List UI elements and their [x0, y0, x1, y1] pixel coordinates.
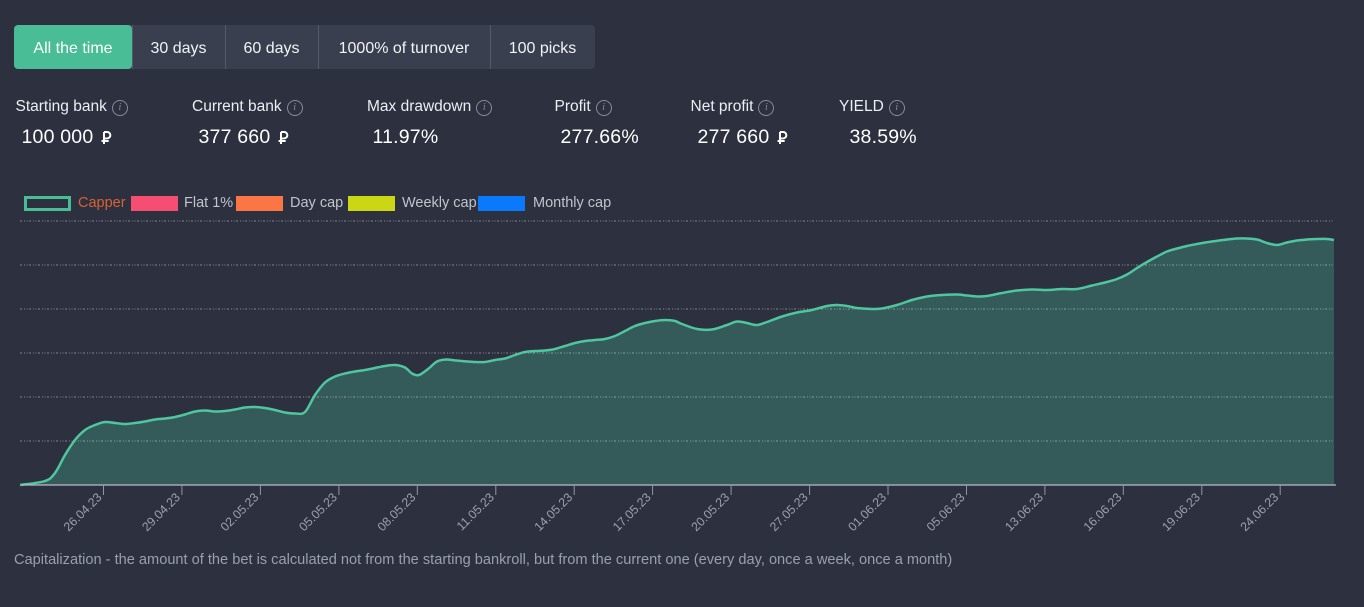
svg-text:01.06.23: 01.06.23 — [845, 490, 889, 534]
svg-text:13.06.23: 13.06.23 — [1002, 490, 1046, 534]
svg-text:19.06.23: 19.06.23 — [1159, 490, 1203, 534]
svg-text:29.04.23: 29.04.23 — [139, 490, 183, 534]
svg-text:14.05.23: 14.05.23 — [532, 490, 576, 534]
svg-text:02.05.23: 02.05.23 — [218, 490, 262, 534]
svg-text:24.06.23: 24.06.23 — [1238, 490, 1282, 534]
svg-text:05.06.23: 05.06.23 — [924, 490, 968, 534]
svg-text:20.05.23: 20.05.23 — [688, 490, 732, 534]
svg-text:11.05.23: 11.05.23 — [454, 490, 497, 533]
svg-text:05.05.23: 05.05.23 — [296, 490, 340, 534]
svg-text:17.05.23: 17.05.23 — [610, 490, 654, 534]
svg-text:27.05.23: 27.05.23 — [767, 490, 811, 534]
svg-text:16.06.23: 16.06.23 — [1081, 490, 1125, 534]
svg-text:08.05.23: 08.05.23 — [375, 490, 419, 534]
svg-text:26.04.23: 26.04.23 — [61, 490, 105, 534]
